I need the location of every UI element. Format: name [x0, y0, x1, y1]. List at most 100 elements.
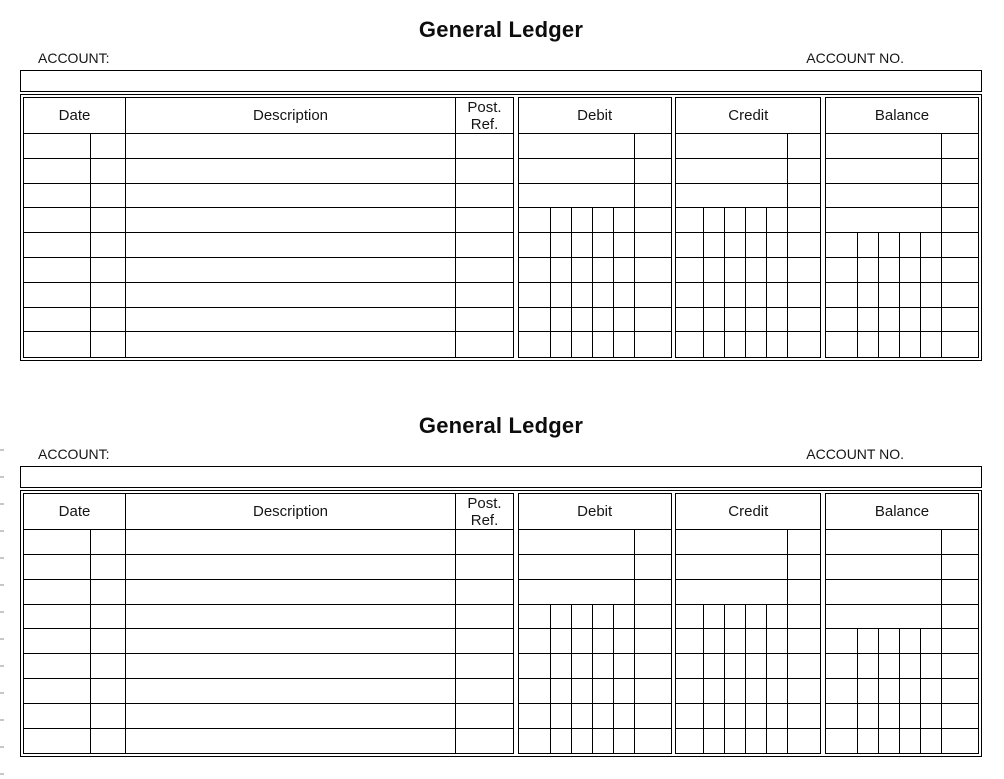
credit-digit-cell: [704, 654, 726, 679]
credit-digit-cell: [767, 728, 789, 754]
debit-digit-cell: [571, 654, 593, 679]
debit-digit-cell: [592, 654, 614, 679]
description-cell: [126, 233, 456, 258]
table-section-date-description: Date Description Post. Ref.: [23, 493, 514, 755]
ledger-table: Date Description Post. Ref. Debit Credit Ba…: [20, 94, 982, 362]
credit-digit-cell: [746, 654, 768, 679]
debit-cents-cell: [634, 605, 671, 630]
debit-digit-cell: [550, 282, 572, 308]
balance-cents-cell: [942, 729, 978, 754]
credit-digit-cell: [767, 233, 789, 258]
post-ref-line2: Ref.: [470, 115, 499, 133]
date-day-cell: [91, 158, 126, 184]
date-day-cell: [91, 530, 126, 555]
debit-cents-cell: [634, 258, 671, 283]
debit-digit-cell: [613, 282, 635, 308]
balance-amount-cell: [825, 134, 942, 159]
debit-digit-cell: [571, 282, 593, 308]
balance-digit-cell: [825, 233, 858, 258]
credit-cents-cell: [788, 555, 821, 580]
balance-amount-cell: [825, 579, 942, 605]
credit-digit-cell: [767, 332, 789, 358]
credit-cents-cell: [788, 629, 821, 655]
date-month-cell: [24, 629, 91, 655]
balance-digit-cell: [920, 233, 942, 258]
ledger-form-bottom: General Ledger ACCOUNT: ACCOUNT NO. Date…: [20, 361, 982, 758]
balance-digit-cell: [878, 233, 900, 258]
balance-digit-cell: [900, 728, 921, 754]
debit-digit-cell: [571, 678, 593, 704]
balance-digit-cell: [878, 654, 900, 679]
credit-amount-cell: [676, 134, 789, 159]
balance-digit-cell: [826, 332, 858, 358]
date-month-cell: [24, 134, 91, 159]
credit-digit-cell: [676, 703, 705, 729]
balance-amount-cell: [825, 604, 942, 630]
date-day-cell: [91, 629, 126, 655]
credit-digit-cell: [704, 604, 726, 630]
debit-digit-cell: [550, 678, 572, 704]
post-ref-line1: Post.: [467, 494, 502, 512]
debit-cents-cell: [635, 332, 671, 357]
credit-cents-cell: [788, 308, 821, 333]
balance-digit-cell: [920, 629, 942, 655]
credit-digit-cell: [704, 282, 726, 308]
post-ref-cell: [456, 629, 513, 655]
column-header-post-ref: Post. Ref.: [456, 494, 513, 531]
credit-digit-cell: [767, 654, 789, 679]
date-month-cell: [24, 654, 91, 679]
debit-digit-cell: [571, 257, 593, 283]
date-day-cell: [91, 183, 126, 209]
date-day-cell: [91, 307, 126, 333]
credit-cents-cell: [788, 729, 820, 754]
description-cell: [126, 629, 456, 655]
debit-digit-cell: [613, 307, 635, 333]
date-day-cell: [91, 554, 126, 580]
credit-digit-cell: [746, 233, 768, 258]
credit-digit-cell: [676, 654, 705, 679]
balance-digit-cell: [857, 307, 879, 333]
description-cell: [126, 208, 456, 234]
post-ref-cell: [456, 530, 513, 555]
balance-digit-cell: [857, 282, 879, 308]
balance-digit-cell: [878, 678, 900, 704]
balance-cents-cell: [942, 332, 978, 357]
debit-digit-cell: [550, 257, 572, 283]
date-month-cell: [24, 307, 91, 333]
credit-cents-cell: [788, 580, 821, 605]
date-month-cell: [24, 233, 91, 258]
balance-digit-cell: [920, 307, 942, 333]
debit-digit-cell: [518, 629, 551, 655]
description-cell: [126, 728, 456, 754]
credit-digit-cell: [746, 208, 768, 234]
date-day-cell: [91, 208, 126, 234]
balance-cents-cell: [941, 679, 978, 704]
date-day-cell: [91, 282, 126, 308]
column-header-description: Description: [126, 98, 456, 134]
debit-cents-cell: [634, 159, 671, 184]
debit-digit-cell: [518, 307, 551, 333]
credit-digit-cell: [704, 629, 726, 655]
debit-digit-cell: [550, 233, 572, 258]
balance-digit-cell: [878, 629, 900, 655]
balance-cents-cell: [941, 283, 978, 308]
date-month-cell: [24, 332, 91, 358]
post-ref-cell: [456, 605, 513, 630]
credit-digit-cell: [746, 629, 768, 655]
credit-digit-cell: [767, 282, 789, 308]
credit-digit-cell: [746, 678, 768, 704]
credit-digit-cell: [704, 332, 726, 358]
credit-digit-cell: [767, 307, 789, 333]
ledger-table: Date Description Post. Ref. Debit Credit Ba…: [20, 490, 982, 758]
date-day-cell: [91, 654, 126, 679]
post-ref-cell: [456, 208, 513, 234]
date-day-cell: [91, 134, 126, 159]
debit-digit-cell: [519, 332, 551, 358]
credit-cents-cell: [788, 184, 821, 209]
debit-cents-cell: [634, 654, 671, 679]
credit-digit-cell: [767, 703, 789, 729]
credit-cents-cell: [788, 208, 821, 234]
debit-amount-cell: [518, 158, 635, 184]
credit-digit-cell: [725, 703, 747, 729]
